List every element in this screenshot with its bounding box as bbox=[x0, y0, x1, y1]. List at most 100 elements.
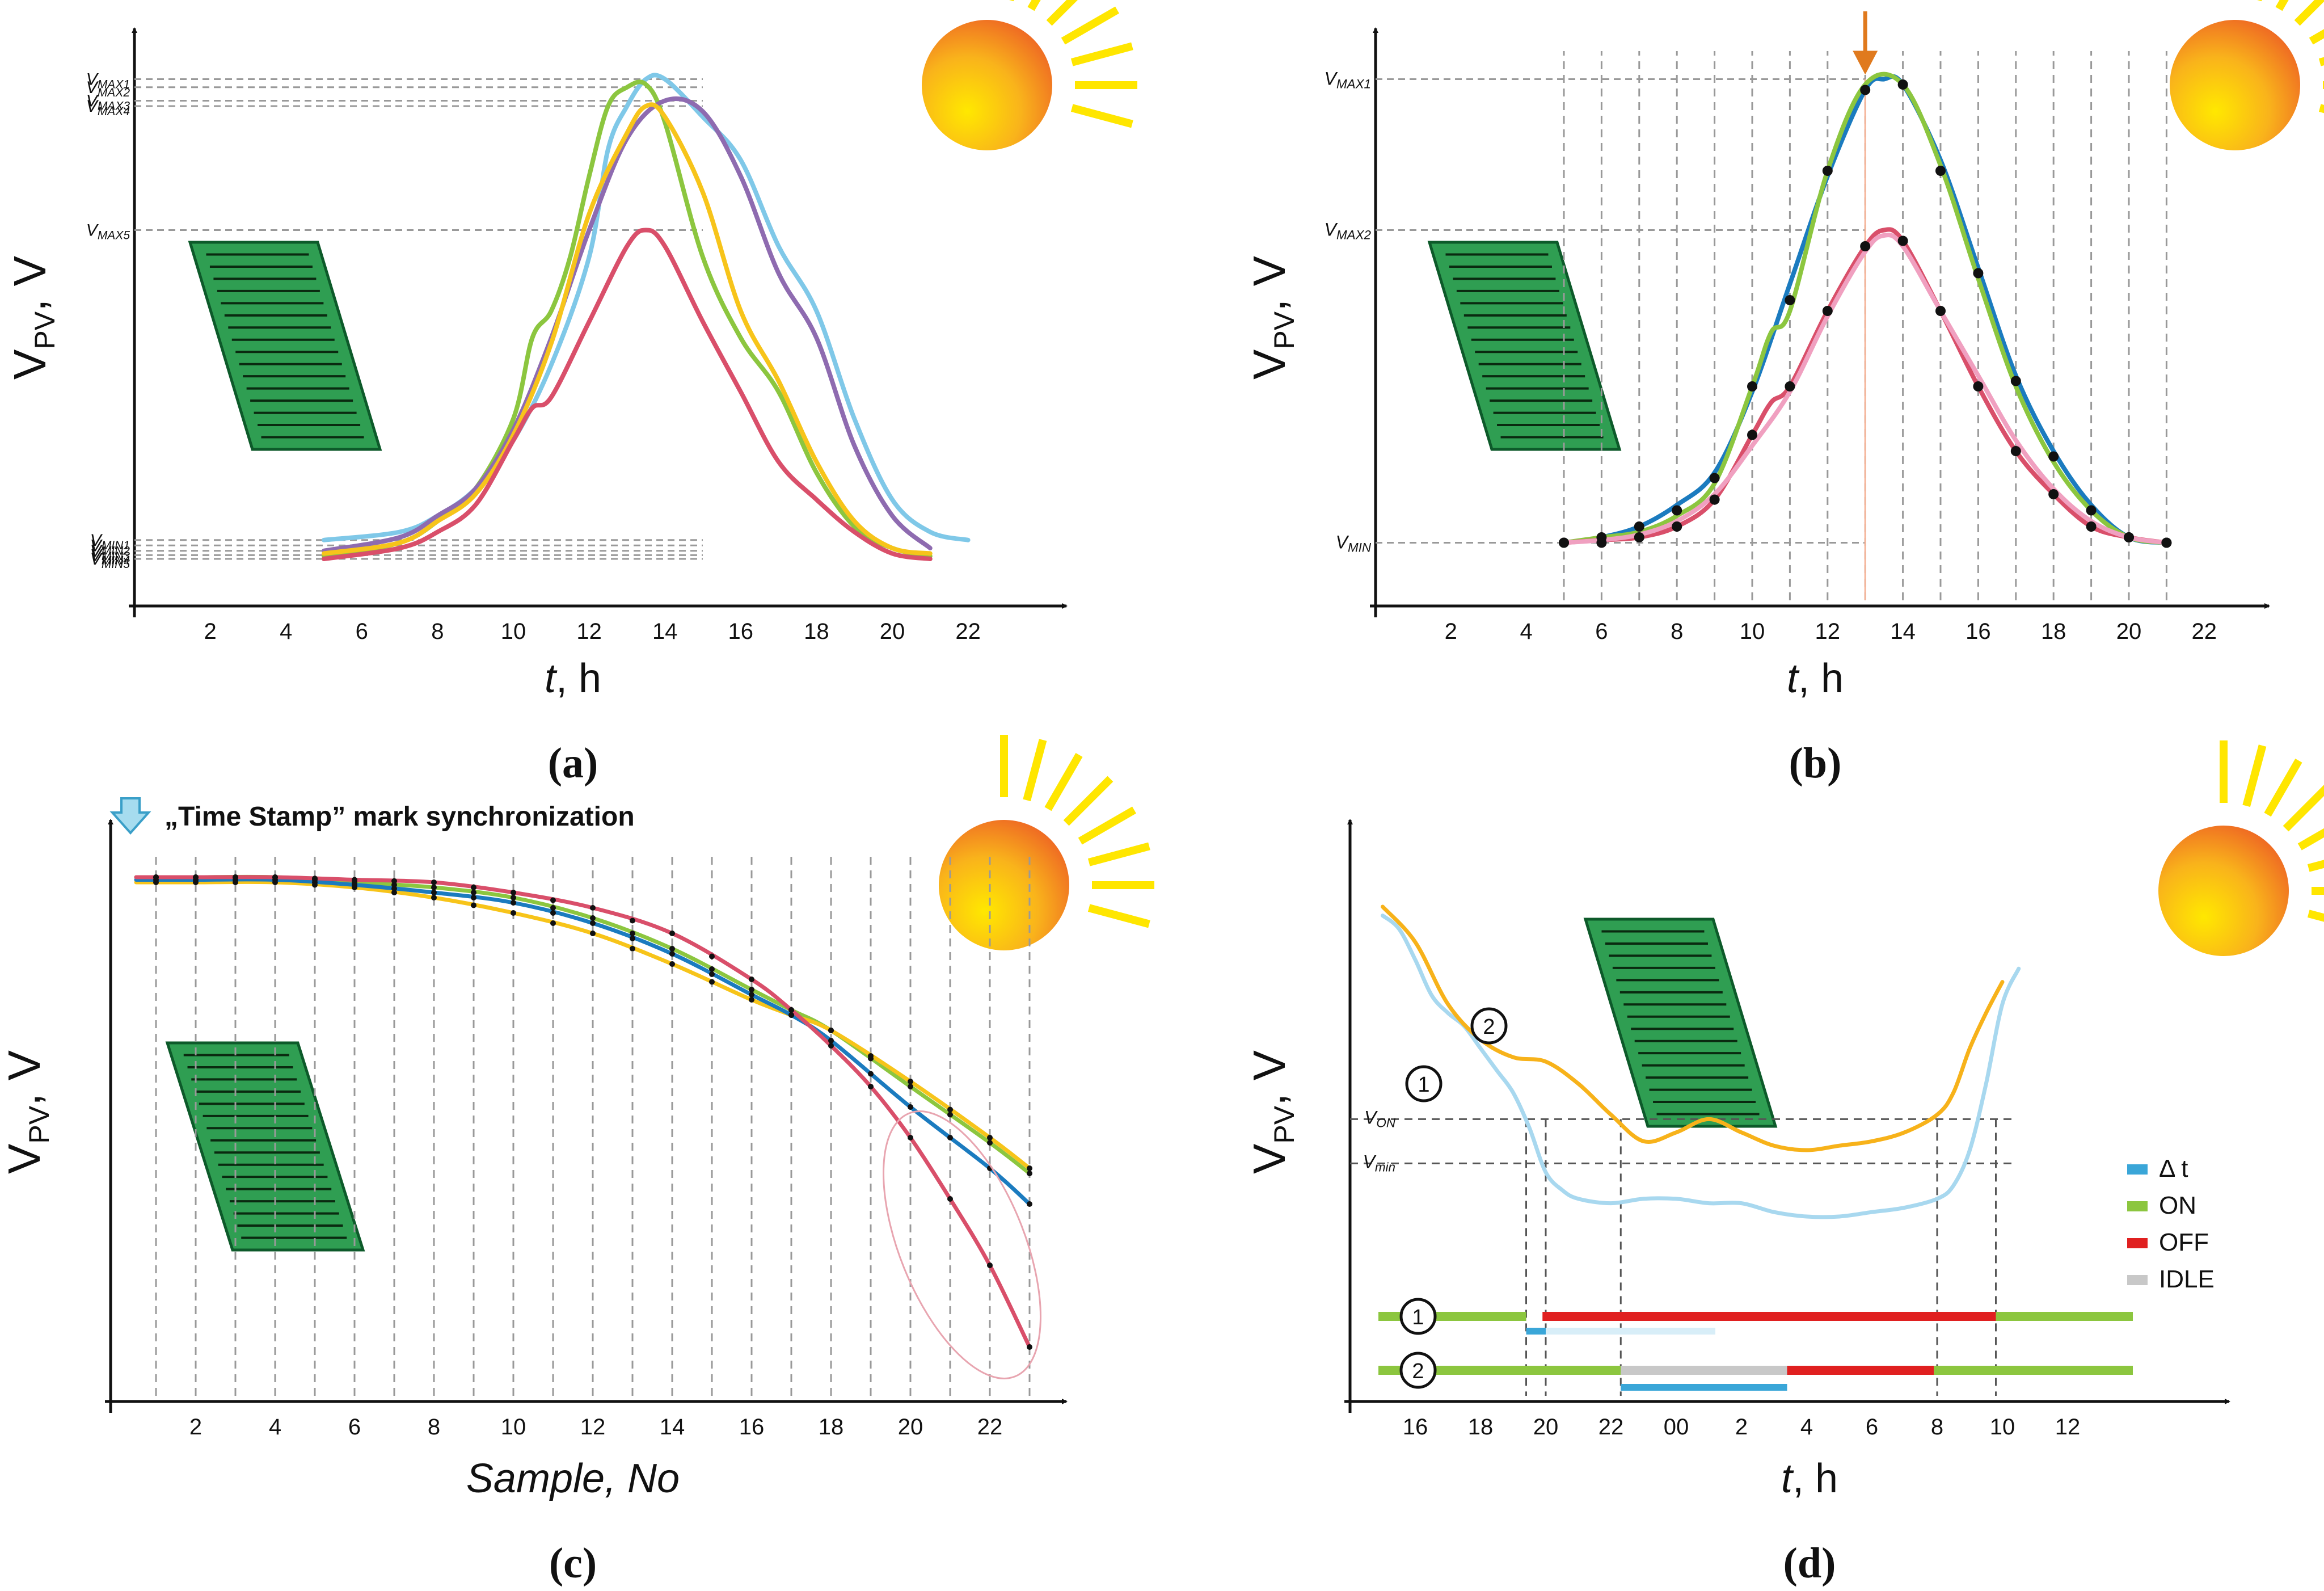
x-tick-label: 16 bbox=[1966, 619, 1991, 644]
curve-label-text: 1 bbox=[1418, 1073, 1429, 1097]
x-tick-label: 14 bbox=[1890, 619, 1916, 644]
x-axis-label-unit: , h bbox=[1798, 656, 1844, 701]
level-label: VMAX1 bbox=[86, 70, 130, 91]
sun-ray-7 bbox=[2318, 104, 2324, 113]
sample-point bbox=[352, 882, 357, 888]
sample-point bbox=[908, 1135, 913, 1140]
sample-point bbox=[709, 953, 715, 959]
series-line-green bbox=[322, 79, 933, 559]
y-axis-label-sub: PV bbox=[1268, 1105, 1300, 1143]
level-label-main: V bbox=[86, 97, 99, 116]
sample-point bbox=[947, 1112, 953, 1118]
sample-point bbox=[1860, 241, 1871, 251]
sample-point bbox=[947, 1135, 953, 1140]
series-line-blue bbox=[134, 877, 1032, 1206]
highlight-ellipse bbox=[883, 1110, 1041, 1379]
sample-point bbox=[1596, 537, 1607, 548]
x-axis-label: Sample, No bbox=[466, 1456, 680, 1501]
sample-point bbox=[1672, 521, 1682, 532]
sun-icon bbox=[922, 20, 1052, 150]
y-axis-label-sub: PV bbox=[1268, 311, 1300, 349]
panel-caption: (a) bbox=[548, 739, 598, 787]
level-label-main: V bbox=[90, 546, 103, 565]
sample-point bbox=[511, 890, 516, 895]
threshold-label-sub: min bbox=[1375, 1160, 1395, 1174]
sample-point bbox=[987, 1262, 993, 1268]
sample-point bbox=[1973, 268, 1984, 279]
legend-swatch bbox=[2127, 1164, 2148, 1175]
sample-point bbox=[2161, 537, 2172, 548]
sample-point bbox=[1897, 79, 1908, 90]
sample-point bbox=[1747, 381, 1757, 392]
sample-point bbox=[749, 977, 754, 982]
x-tick-label: 22 bbox=[2192, 619, 2217, 644]
x-tick-label: 18 bbox=[819, 1415, 844, 1440]
x-tick-label: 20 bbox=[1533, 1415, 1559, 1440]
legend-swatch bbox=[2127, 1275, 2148, 1285]
sample-point bbox=[1027, 1165, 1032, 1171]
sample-point bbox=[391, 886, 397, 892]
level-label-sub: MIN5 bbox=[102, 558, 130, 571]
x-tick-label: 6 bbox=[1866, 1415, 1878, 1440]
sample-point bbox=[550, 910, 556, 916]
sample-point bbox=[431, 885, 437, 890]
sample-point bbox=[471, 902, 476, 908]
y-axis-label-sub: PV bbox=[23, 1105, 55, 1143]
series-line-yellow bbox=[134, 879, 1032, 1171]
sample-point bbox=[987, 1140, 993, 1146]
x-tick-label: 10 bbox=[1990, 1415, 2015, 1440]
row-label-text: 2 bbox=[1412, 1359, 1424, 1383]
sample-point bbox=[749, 997, 754, 1003]
x-tick-label: 22 bbox=[1598, 1415, 1624, 1440]
panel-caption: (b) bbox=[1789, 739, 1842, 787]
sample-point bbox=[788, 1007, 794, 1013]
level-label-main: V bbox=[86, 78, 99, 97]
sample-point bbox=[947, 1196, 953, 1202]
sample-point bbox=[272, 874, 278, 880]
sample-point bbox=[550, 897, 556, 903]
x-tick-label: 2 bbox=[204, 619, 216, 644]
sample-point bbox=[511, 910, 516, 916]
panel-caption: (c) bbox=[549, 1539, 597, 1587]
series-line-red bbox=[322, 228, 933, 561]
sample-point bbox=[828, 1028, 834, 1033]
sun-ray-3 bbox=[1046, 0, 1078, 26]
x-tick-label: 4 bbox=[1520, 619, 1532, 644]
level-label: VMAX3 bbox=[86, 92, 130, 113]
panel-c: 2 4 6 8 10 12 14 16 18 20 22 „Time Stamp” mark sync… bbox=[0, 735, 1154, 1587]
level-label: VMAX2 bbox=[86, 78, 130, 99]
level-label-sub: MIN3 bbox=[102, 550, 130, 563]
x-tick-label: 6 bbox=[1595, 619, 1608, 644]
solar-panel-icon bbox=[1583, 917, 1778, 1128]
sample-point bbox=[788, 1012, 794, 1018]
series-line-blue bbox=[1562, 74, 2169, 545]
solar-panel-icon bbox=[188, 241, 382, 451]
sample-point bbox=[630, 917, 635, 924]
level-label-main: V bbox=[86, 92, 99, 111]
y-axis-label: VPV, V bbox=[0, 1050, 55, 1174]
legend-swatch bbox=[2127, 1238, 2148, 1248]
x-tick-label: 20 bbox=[880, 619, 905, 644]
y-axis-label-unit: , V bbox=[1244, 255, 1294, 311]
sun-ray-7 bbox=[1087, 904, 1150, 928]
level-label-main: V bbox=[1325, 220, 1338, 240]
sample-point bbox=[669, 946, 675, 952]
sample-point bbox=[1935, 166, 1946, 176]
sun-ray-5 bbox=[2318, 57, 2324, 66]
level-label-main: V bbox=[86, 70, 99, 89]
sample-point bbox=[1709, 473, 1720, 483]
y-axis-label: VPV, V bbox=[1244, 1050, 1300, 1174]
sample-point bbox=[669, 961, 675, 967]
series-line-purple bbox=[322, 96, 933, 553]
series-line-green bbox=[1562, 71, 2169, 545]
sample-point bbox=[630, 936, 635, 941]
sun-ray-3 bbox=[2283, 785, 2324, 832]
sample-point bbox=[1709, 494, 1720, 505]
sample-point bbox=[431, 890, 437, 895]
level-label-sub: MIN4 bbox=[102, 554, 130, 567]
y-axis-label: VPV, V bbox=[5, 255, 61, 380]
y-axis-label-main: V bbox=[5, 349, 55, 380]
sample-point bbox=[2048, 451, 2059, 462]
sample-point bbox=[908, 1104, 913, 1110]
